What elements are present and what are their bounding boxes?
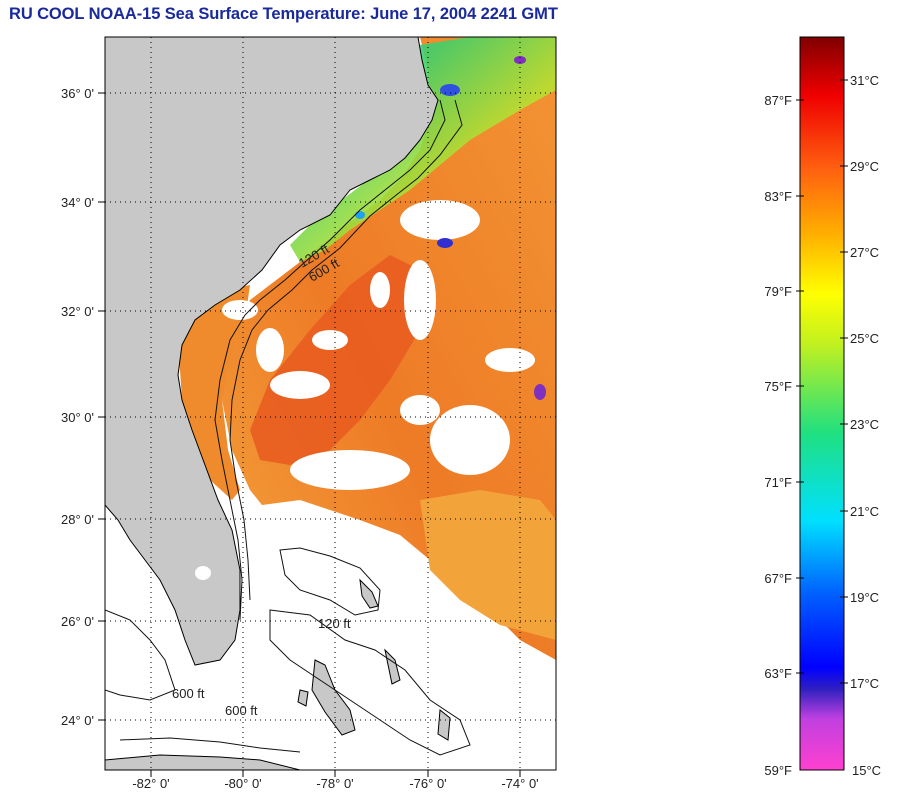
colorbar-c-25: 25°C [850,331,879,346]
colorbar-f-87: 87°F [764,93,792,108]
lat-label-28: 28° 0' [61,512,94,527]
lat-label-30: 30° 0' [61,410,94,425]
lat-label-24: 24° 0' [61,713,94,728]
lat-label-32: 32° 0' [61,304,94,319]
colorbar-f-71: 71°F [764,475,792,490]
cloud-patches [222,200,535,490]
colorbar-c-29: 29°C [850,159,879,174]
colorbar-ticks [796,79,848,684]
colorbar-f-63: 63°F [764,666,792,681]
map-border [104,36,557,771]
lat-label-36: 36° 0' [61,86,94,101]
colorbar-c-21: 21°C [850,504,879,519]
lon-label-74: -74° 0' [501,776,538,791]
contour-label-600ft-south: 600 ft [225,703,258,718]
lat-label-34: 34° 0' [61,195,94,210]
cuba-landmass [105,754,301,770]
colorbar-f-79: 79°F [764,284,792,299]
axis-ticks [98,92,521,777]
us-landmass [105,37,439,666]
lat-label-26: 26° 0' [61,614,94,629]
colorbar-f-67: 67°F [764,571,792,586]
bathymetry-contours [105,99,471,756]
page-title: RU COOL NOAA-15 Sea Surface Temperature:… [9,5,558,23]
lake-okeechobee [195,566,211,580]
colorbar-c-27: 27°C [850,245,879,260]
contour-label-120ft-bahamas: 120 ft [318,616,351,631]
lon-label-80: -80° 0' [224,776,261,791]
nearshore-warm-strip [178,285,250,500]
colorbar-f-75: 75°F [764,379,792,394]
colorbar-f-59: 59°F [764,763,792,778]
lon-label-82: -82° 0' [132,776,169,791]
lon-label-78: -78° 0' [316,776,353,791]
colorbar-c-17: 17°C [850,676,879,691]
colorbar-f-83: 83°F [764,189,792,204]
gulf-stream-hot-core [250,255,420,465]
colorbar-c-23: 23°C [850,417,879,432]
contour-label-600ft-florida: 600 ft [172,686,205,701]
bahamas-islands [297,578,451,741]
graticule-grid [105,37,556,770]
shelf-cool-water [290,37,556,262]
lon-label-76: -76° 0' [409,776,446,791]
map-frame-content: 120 ft 600 ft 120 ft 600 ft 600 ft [105,37,556,770]
colorbar-c-15: 15°C [852,763,881,778]
colorbar-gradient [799,36,845,771]
colorbar-c-19: 19°C [850,590,879,605]
southern-warm-patch [420,490,556,640]
colorbar-c-31: 31°C [850,73,879,88]
